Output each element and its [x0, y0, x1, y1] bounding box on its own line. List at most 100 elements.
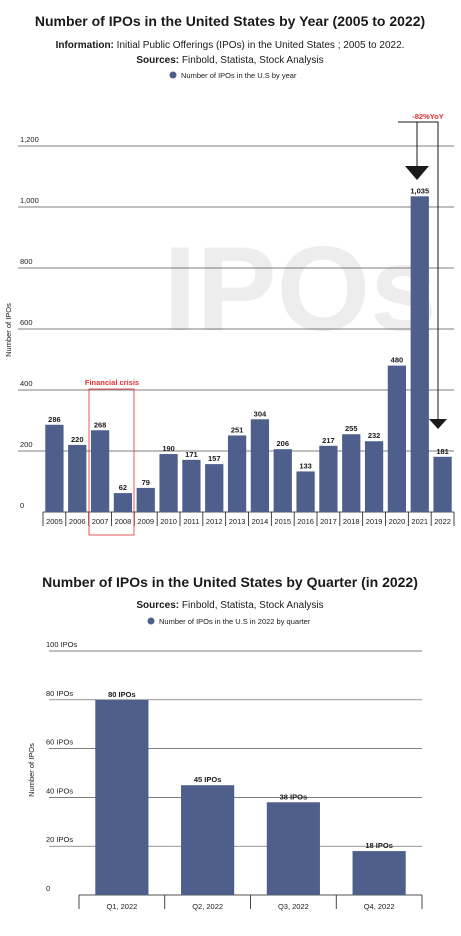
chart1-x-tick-label: 2013	[229, 517, 246, 526]
chart1-data-label: 232	[368, 431, 381, 440]
chart2-y-axis-title: Number of IPOs	[27, 743, 36, 797]
chart1-data-label: 190	[162, 444, 175, 453]
chart1-y-tick-label: 200	[20, 440, 33, 449]
chart2-data-label: 45 IPOs	[194, 775, 222, 784]
chart1-x-tick-label: 2012	[206, 517, 223, 526]
chart1-bar-2022	[433, 456, 452, 512]
chart1-sources-text: Finbold, Statista, Stock Analysis	[182, 55, 324, 66]
chart2-y-tick-label: 60 IPOs	[46, 738, 73, 747]
financial-crisis-label: Financial crisis	[85, 378, 139, 387]
chart1-legend-label: Number of IPOs in the U.S by year	[181, 71, 297, 80]
chart1-x-tick-label: 2010	[160, 517, 177, 526]
chart1-data-label: 304	[254, 409, 267, 418]
chart1-bar-2008	[113, 493, 133, 512]
chart1-bar-2018	[342, 434, 361, 512]
chart1-information: Information: Initial Public Offerings (I…	[56, 40, 405, 51]
chart2-legend-marker	[147, 617, 155, 625]
chart1-bar-2007	[90, 430, 110, 512]
chart2-x-tick-label: Q3, 2022	[278, 902, 309, 911]
down-arrow-icon	[405, 166, 429, 180]
chart1-data-label: 181	[436, 447, 449, 456]
chart1-bars	[45, 196, 452, 512]
chart1-bar-2015	[273, 449, 292, 512]
chart1-data-label: 133	[299, 461, 312, 470]
yearly-ipo-chart: Number of IPOs in the United States by Y…	[4, 13, 455, 536]
chart2-sources-label: Sources:	[136, 600, 179, 611]
chart1-data-label: 268	[94, 420, 107, 429]
chart1-x-tick-label: 2021	[411, 517, 428, 526]
yoy-change-label: -82%YoY	[412, 112, 444, 121]
chart1-bar-2017	[319, 445, 338, 512]
chart1-data-label: 157	[208, 454, 221, 463]
chart1-bar-2020	[387, 365, 407, 512]
chart1-x-tick-label: 2011	[183, 517, 199, 526]
chart2-x-tick-label: Q2, 2022	[192, 902, 223, 911]
chart1-x-tick-label: 2016	[297, 517, 314, 526]
chart2-sources-text: Finbold, Statista, Stock Analysis	[182, 600, 324, 611]
chart1-bar-2013	[227, 435, 247, 512]
chart1-bar-2014	[250, 419, 270, 512]
chart2-y-tick-label: 20 IPOs	[46, 835, 73, 844]
chart1-watermark: IPOs	[163, 222, 436, 356]
chart2-y-tick-label: 100 IPOs	[46, 640, 78, 649]
chart2-y-tick-label: 40 IPOs	[46, 786, 73, 795]
chart1-bar-2010	[159, 454, 178, 512]
chart2-category-labels: Q1, 2022 Q2, 2022 Q3, 2022 Q4, 2022	[106, 902, 394, 911]
chart2-bar-q3-2022	[266, 802, 320, 895]
chart1-bar-2016	[296, 471, 315, 512]
chart1-x-tick-label: 2014	[252, 517, 269, 526]
chart2-legend-label: Number of IPOs in the U.S in 2022 by qua…	[159, 617, 311, 626]
chart1-data-label: 1,035	[410, 186, 429, 195]
chart1-sources-label: Sources:	[136, 55, 179, 66]
chart1-x-tick-label: 2008	[115, 517, 132, 526]
chart1-info-label: Information:	[56, 40, 114, 51]
chart1-x-tick-label: 2015	[274, 517, 291, 526]
chart1-title: Number of IPOs in the United States by Y…	[35, 13, 425, 29]
chart2-y-tick-label: 80 IPOs	[46, 689, 73, 698]
chart1-data-label: 255	[345, 424, 358, 433]
chart1-data-label: 217	[322, 436, 335, 445]
chart1-legend-marker	[169, 71, 177, 79]
chart2-data-label: 80 IPOs	[108, 690, 136, 699]
chart1-category-labels: 2005 2006 2007 2008 2009 2010 2011 2012 2013 2014…	[46, 517, 451, 526]
chart2-data-label: 18 IPOs	[365, 841, 393, 850]
chart1-x-tick-label: 2018	[343, 517, 360, 526]
chart2-title: Number of IPOs in the United States by Q…	[42, 574, 418, 590]
chart1-bar-2012	[205, 464, 224, 512]
yoy-bracket-line	[398, 121, 439, 420]
chart1-bar-2006	[68, 444, 87, 512]
chart2-x-tick-label: Q1, 2022	[106, 902, 137, 911]
chart1-y-tick-label: 400	[20, 379, 33, 388]
chart2-bar-q1-2022	[95, 699, 149, 895]
chart1-data-label: 79	[142, 478, 150, 487]
chart1-data-label: 286	[48, 415, 61, 424]
chart1-y-tick-label: 600	[20, 318, 33, 327]
chart2-bars	[95, 699, 406, 895]
chart1-bar-2019	[364, 441, 384, 512]
chart2-sources: Sources: Finbold, Statista, Stock Analys…	[136, 600, 323, 611]
chart1-data-label: 62	[119, 483, 127, 492]
down-arrow-icon-2022	[429, 419, 447, 429]
financial-crisis-box	[88, 388, 135, 536]
quarterly-ipo-chart: Number of IPOs in the United States by Q…	[27, 574, 423, 911]
chart1-bar-2009	[136, 487, 155, 512]
chart2-data-label: 38 IPOs	[280, 792, 308, 801]
chart1-data-label: 251	[231, 425, 244, 434]
chart1-x-tick-label: 2017	[320, 517, 337, 526]
chart1-sources: Sources: Finbold, Statista, Stock Analys…	[136, 55, 323, 66]
chart2-data-labels: 80 IPOs 45 IPOs 38 IPOs 18 IPOs	[108, 690, 393, 850]
chart2-bar-q2-2022	[181, 785, 235, 895]
chart1-x-tick-label: 2007	[92, 517, 109, 526]
chart2-bar-q4-2022	[352, 851, 406, 895]
chart1-data-labels: 286 220 268 62 79 190 171 157 251 304 206 133 217 255…	[48, 186, 449, 492]
chart1-bar-2021	[410, 196, 429, 512]
chart1-y-tick-label: 800	[20, 257, 33, 266]
chart1-x-tick-label: 2019	[366, 517, 383, 526]
chart1-data-label: 171	[185, 450, 198, 459]
chart1-y-tick-label: 1,200	[20, 135, 39, 144]
chart1-data-label: 206	[276, 439, 289, 448]
chart2-x-tick-label: Q4, 2022	[364, 902, 395, 911]
chart1-y-tick-label: 0	[20, 501, 24, 510]
